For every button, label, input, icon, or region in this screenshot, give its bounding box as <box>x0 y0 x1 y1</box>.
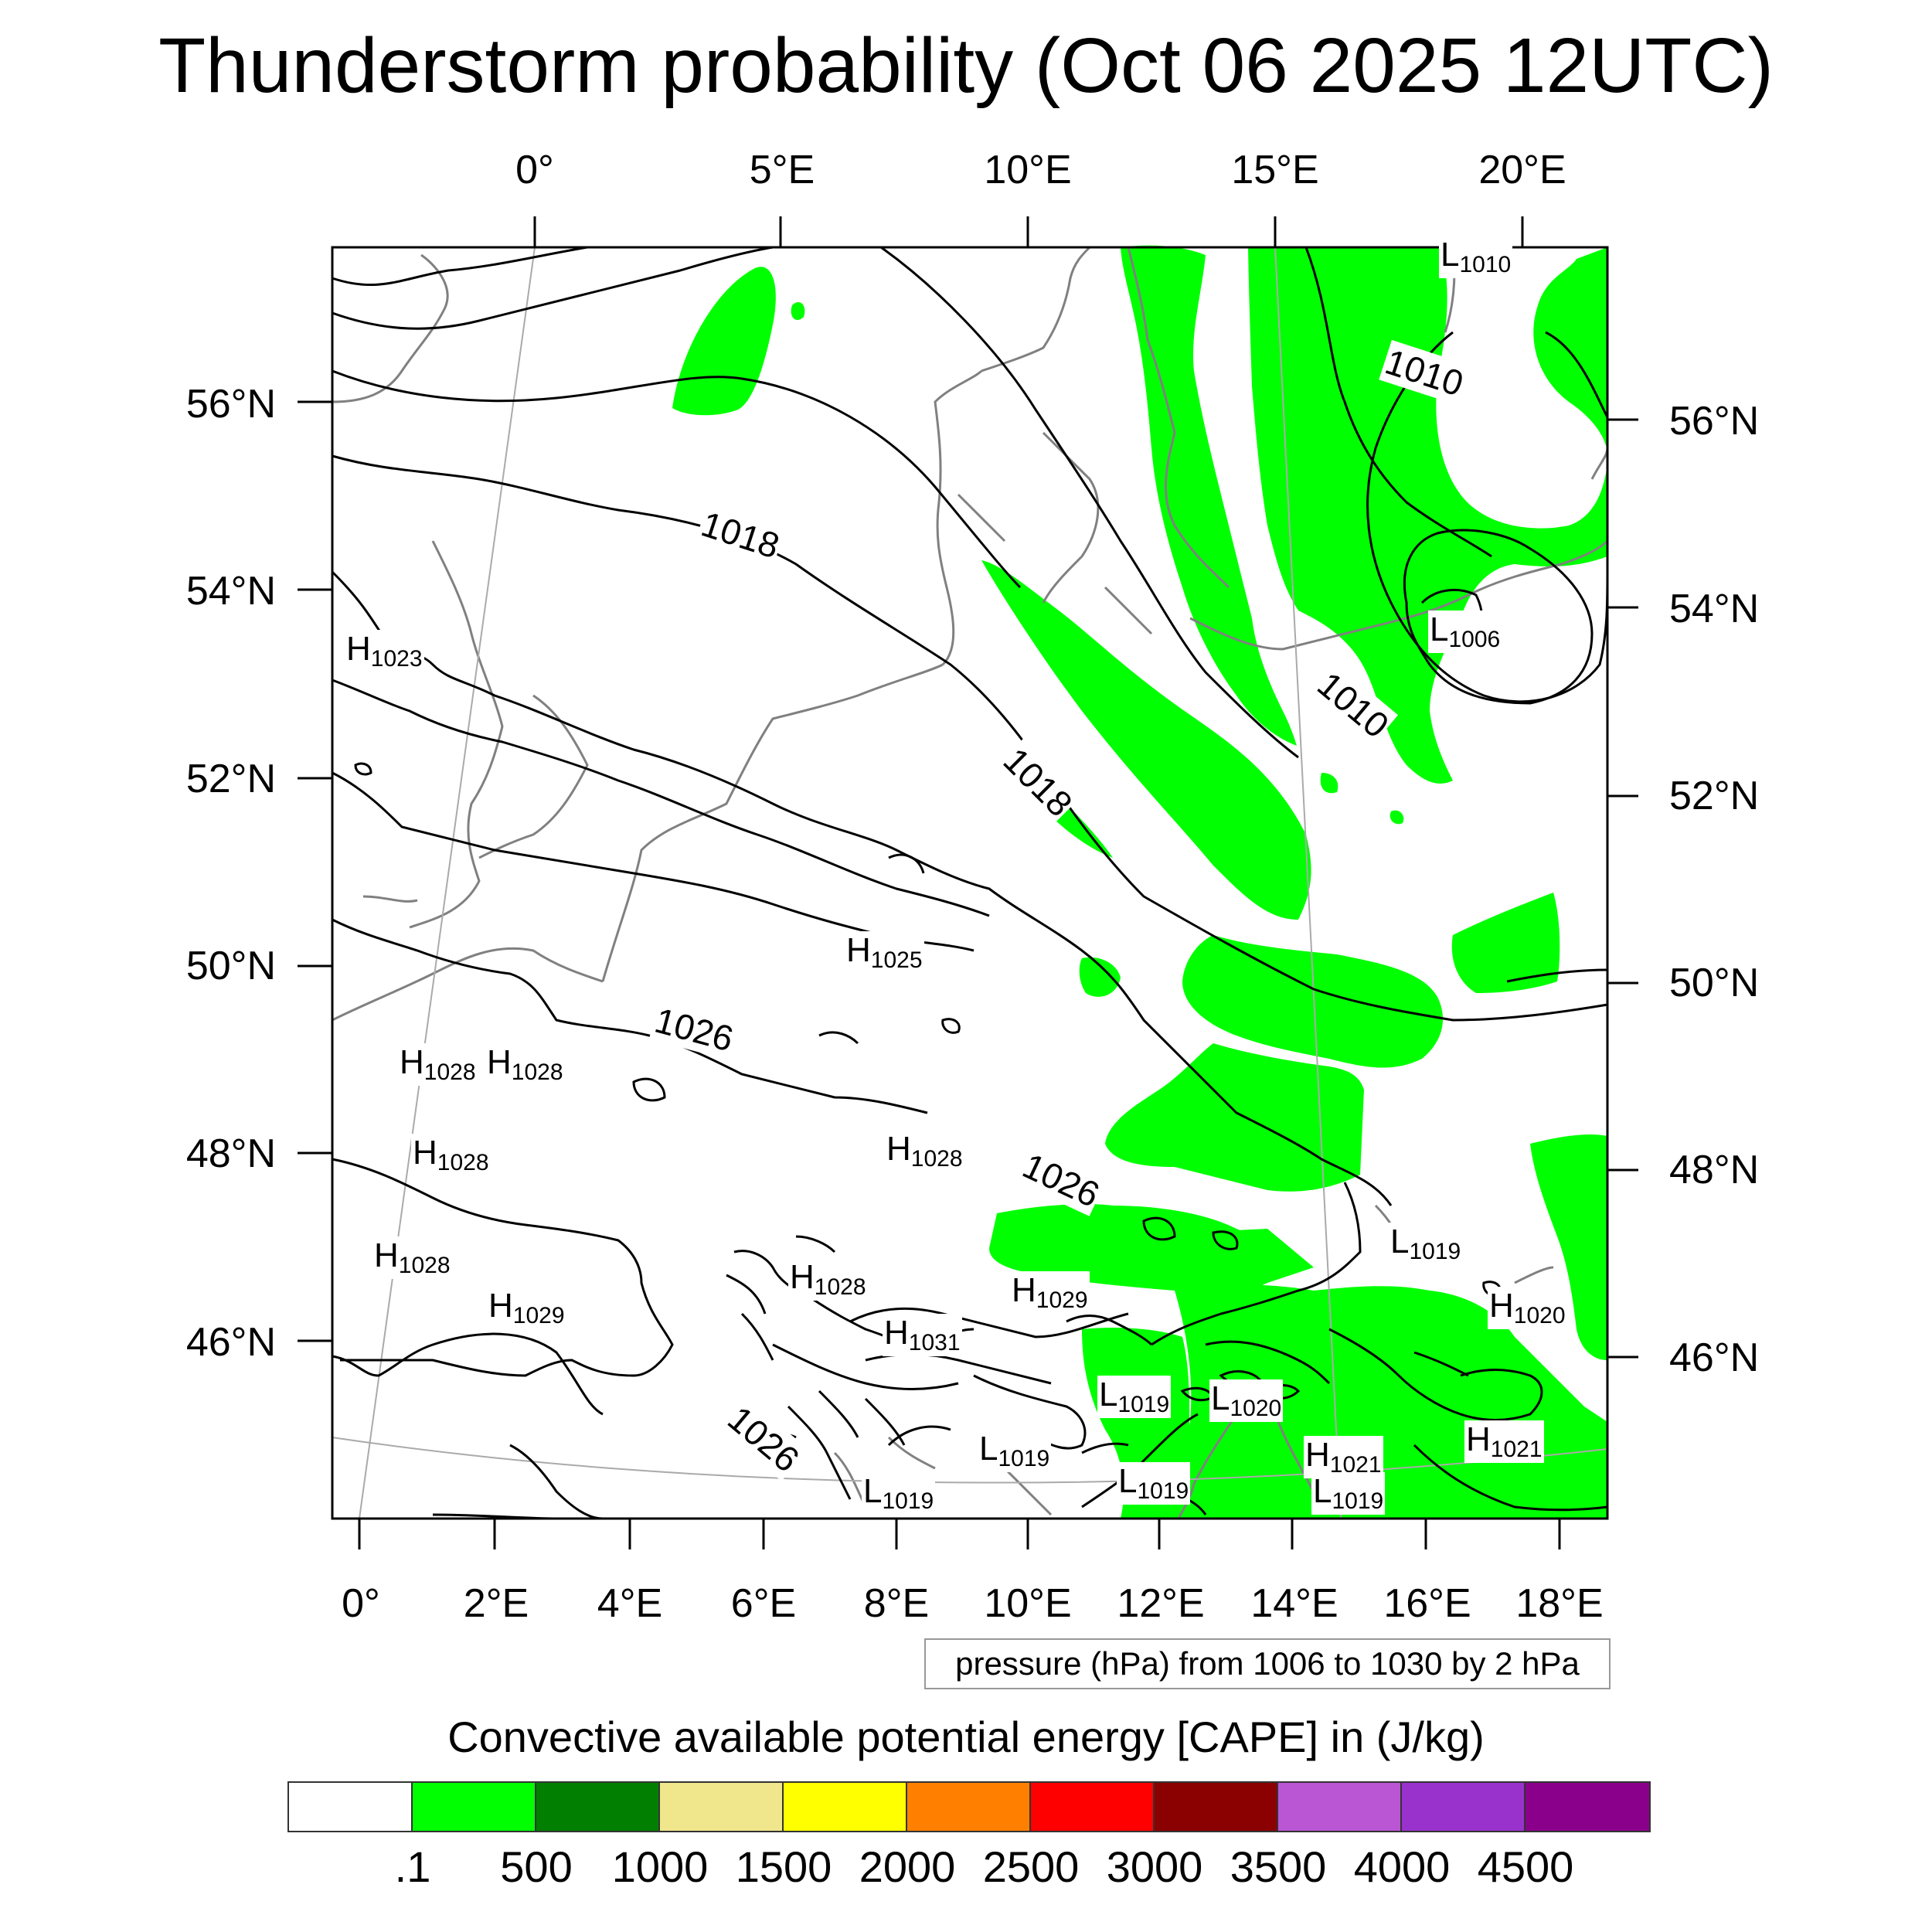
colorbar-swatch <box>289 1783 413 1831</box>
lon-label-bottom: 0° <box>342 1581 380 1626</box>
lon-label-top: 5°E <box>749 148 815 192</box>
pressure-center: L1019 <box>1117 1462 1191 1505</box>
lon-label-bottom: 10°E <box>984 1581 1072 1626</box>
pressure-center: H1029 <box>1010 1271 1090 1314</box>
lon-label-bottom: 18°E <box>1515 1581 1604 1626</box>
pressure-center: H1020 <box>1488 1287 1567 1329</box>
page-title: Thunderstorm probability (Oct 06 2025 12… <box>158 22 1774 109</box>
colorbar-label: 2000 <box>859 1842 956 1891</box>
graticule <box>332 247 1608 1519</box>
cape-areas <box>672 245 1608 1519</box>
pressure-center: L1019 <box>1097 1376 1172 1418</box>
lon-label-bottom: 12°E <box>1117 1581 1205 1626</box>
colorbar <box>287 1781 1651 1832</box>
pressure-center: H1028 <box>398 1043 478 1086</box>
lat-label-left: 52°N <box>185 757 276 801</box>
colorbar-swatch <box>1155 1783 1278 1831</box>
pressure-center: H1023 <box>345 630 424 672</box>
pressure-note: pressure (hPa) from 1006 to 1030 by 2 hP… <box>924 1638 1611 1689</box>
colorbar-label: 1000 <box>611 1842 709 1891</box>
pressure-center: L1019 <box>1389 1223 1463 1265</box>
pressure-center: H1025 <box>845 931 924 974</box>
lat-label-left: 48°N <box>185 1131 276 1176</box>
pressure-center: H1028 <box>885 1130 964 1172</box>
pressure-center: L1010 <box>1439 236 1513 278</box>
map-frame <box>331 246 1609 1520</box>
lon-label-top: 15°E <box>1231 148 1319 192</box>
colorbar-swatch <box>660 1783 784 1831</box>
pressure-center: H1031 <box>883 1314 962 1356</box>
colorbar-swatch <box>413 1783 536 1831</box>
colorbar-swatch <box>536 1783 660 1831</box>
coastlines <box>332 246 1609 1519</box>
lon-label-bottom: 14°E <box>1250 1581 1338 1626</box>
colorbar-label: 4500 <box>1477 1842 1574 1891</box>
lat-label-right: 52°N <box>1669 774 1760 818</box>
pressure-center: H1028 <box>411 1134 491 1176</box>
pressure-center: L1020 <box>1209 1379 1284 1422</box>
lat-label-right: 56°N <box>1669 399 1760 444</box>
lon-label-bottom: 4°E <box>597 1581 663 1626</box>
pressure-center: H1029 <box>487 1287 566 1329</box>
colorbar-swatch <box>1526 1783 1649 1831</box>
colorbar-swatch <box>1278 1783 1402 1831</box>
lat-label-right: 48°N <box>1669 1148 1760 1192</box>
lon-label-bottom: 16°E <box>1383 1581 1471 1626</box>
tick-marks <box>298 216 1638 1549</box>
colorbar-swatch <box>907 1783 1031 1831</box>
isobars <box>331 246 1609 1520</box>
lon-label-top: 20°E <box>1478 148 1566 192</box>
colorbar-label: 3500 <box>1230 1842 1327 1891</box>
colorbar-label: 4000 <box>1353 1842 1451 1891</box>
lon-label-bottom: 2°E <box>463 1581 529 1626</box>
pressure-center: H1028 <box>788 1258 868 1301</box>
lat-label-right: 50°N <box>1669 961 1760 1005</box>
pressure-center: L1019 <box>1311 1472 1386 1515</box>
pressure-center: H1028 <box>372 1236 452 1279</box>
lat-label-left: 46°N <box>185 1320 276 1365</box>
colorbar-label: 1500 <box>735 1842 832 1891</box>
colorbar-swatch <box>1031 1783 1155 1831</box>
lat-label-right: 54°N <box>1669 587 1760 631</box>
colorbar-label: .1 <box>394 1842 431 1891</box>
pressure-center: L1019 <box>978 1430 1052 1472</box>
colorbar-swatch <box>1402 1783 1526 1831</box>
colorbar-label: 500 <box>500 1842 573 1891</box>
pressure-center: H1021 <box>1464 1420 1544 1463</box>
lat-label-left: 50°N <box>185 944 276 988</box>
pressure-center: L1019 <box>862 1472 936 1515</box>
lat-label-right: 46°N <box>1669 1335 1760 1380</box>
lon-label-top: 10°E <box>984 148 1072 192</box>
pressure-center: H1028 <box>485 1043 565 1086</box>
lon-label-top: 0° <box>515 148 554 192</box>
colorbar-label: 3000 <box>1106 1842 1203 1891</box>
pressure-center: L1006 <box>1428 611 1502 653</box>
colorbar-label: 2500 <box>982 1842 1080 1891</box>
colorbar-swatch <box>784 1783 907 1831</box>
lon-label-bottom: 8°E <box>863 1581 930 1626</box>
lon-label-bottom: 6°E <box>730 1581 797 1626</box>
lat-label-left: 54°N <box>185 569 276 614</box>
colorbar-title: Convective available potential energy [C… <box>447 1713 1485 1761</box>
lat-label-left: 56°N <box>185 382 276 427</box>
